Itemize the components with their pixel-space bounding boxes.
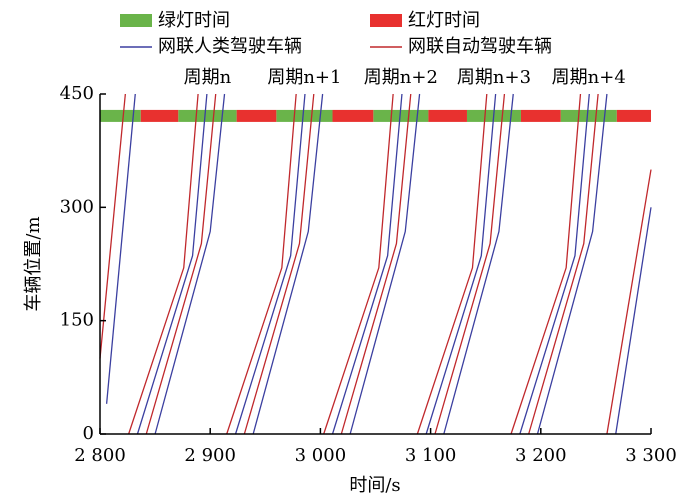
trajectory (323, 93, 394, 435)
y-tick-label: 300 (60, 196, 94, 217)
red-interval (520, 109, 561, 122)
green-interval (178, 109, 237, 122)
legend-swatch (370, 14, 402, 27)
red-interval (616, 109, 651, 122)
x-tick-label: 2 900 (184, 445, 236, 466)
trajectory (128, 93, 199, 435)
red-interval (140, 109, 179, 122)
cycle-label: 周期n+4 (552, 67, 626, 88)
trajectory (416, 93, 488, 435)
legend-label: 红灯时间 (408, 10, 480, 31)
cycle-label: 周期n+3 (457, 67, 531, 88)
y-axis-label: 车辆位置/m (23, 216, 44, 311)
cycle-label: 周期n+2 (364, 67, 438, 88)
red-interval (428, 109, 467, 122)
red-interval (332, 109, 374, 122)
trajectory (443, 93, 514, 435)
y-tick-label: 150 (60, 310, 94, 331)
trajectory (340, 93, 412, 435)
trajectory (434, 93, 506, 435)
trajectory (331, 93, 403, 435)
trajectory (145, 93, 217, 435)
x-tick-label: 3 200 (515, 445, 567, 466)
trajectory (243, 93, 315, 435)
legend-label: 绿灯时间 (158, 10, 230, 31)
trajectory (252, 93, 324, 435)
trajectory (606, 169, 652, 435)
y-tick-label: 450 (60, 83, 94, 104)
x-tick-label: 2 800 (74, 445, 126, 466)
legend-swatch (120, 14, 152, 27)
trajectory (536, 93, 608, 435)
legend-label: 网联人类驾驶车辆 (158, 36, 302, 57)
trajectory (519, 93, 590, 435)
trajectory (105, 93, 136, 404)
trajectory (349, 93, 421, 435)
cycle-label: 周期n (184, 67, 232, 88)
x-tick-label: 3 300 (625, 445, 677, 466)
x-tick-label: 3 100 (405, 445, 457, 466)
x-axis-label: 时间/s (349, 475, 400, 496)
x-tick-label: 3 000 (295, 445, 347, 466)
trajectory (510, 93, 582, 435)
trajectory (615, 207, 652, 435)
trajectory (99, 93, 126, 359)
green-interval (100, 109, 141, 122)
trajectory (425, 93, 497, 435)
trajectory (528, 93, 599, 435)
green-interval (276, 109, 333, 122)
cycle-label: 周期n+1 (267, 67, 341, 88)
trajectory (226, 93, 297, 435)
legend-label: 网联自动驾驶车辆 (408, 36, 552, 57)
green-interval (373, 109, 429, 122)
trajectory (136, 93, 208, 435)
trajectory (234, 93, 306, 435)
trajectory (154, 93, 226, 435)
red-interval (236, 109, 277, 122)
y-tick-label: 0 (83, 423, 94, 444)
green-interval (560, 109, 617, 122)
